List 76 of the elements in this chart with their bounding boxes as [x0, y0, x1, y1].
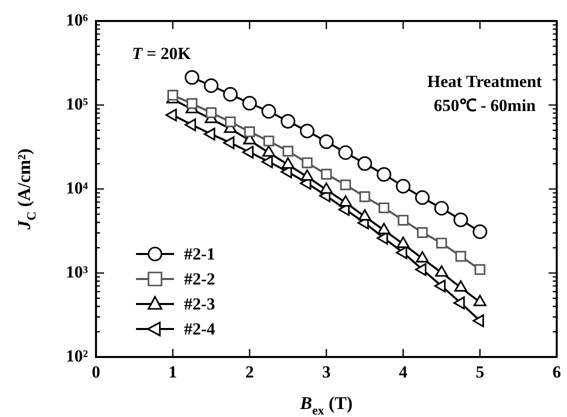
x-tick-label: 0	[92, 362, 100, 382]
point	[302, 157, 313, 168]
point	[206, 107, 217, 118]
point	[204, 78, 218, 93]
point	[339, 195, 352, 207]
point	[280, 114, 296, 129]
annotation: Heat Treatment	[427, 72, 542, 91]
point	[300, 124, 314, 138]
point	[453, 212, 468, 228]
point	[474, 294, 486, 306]
point	[319, 134, 334, 149]
point	[472, 224, 488, 240]
point	[416, 227, 428, 238]
x-tick-label: 6	[552, 362, 561, 382]
y-tick-label: 10⁴	[66, 178, 88, 198]
point	[261, 155, 273, 168]
point	[261, 104, 276, 119]
y-tick-label: 10⁵	[66, 94, 88, 114]
legend-label: #2-3	[184, 294, 216, 314]
y-tick-label: 10⁶	[66, 10, 88, 30]
point	[434, 280, 446, 292]
point	[184, 70, 200, 85]
point	[242, 146, 254, 159]
point	[453, 296, 465, 310]
point	[320, 182, 333, 194]
point	[378, 222, 390, 234]
y-axis-title: JC (A/cm²)	[14, 148, 38, 230]
x-tick-label: 4	[398, 362, 408, 382]
annotation: T = 20K	[132, 44, 192, 63]
y-tick-label: 10²	[66, 346, 88, 366]
point	[415, 263, 426, 276]
point	[224, 116, 236, 128]
legend-label: #2-2	[184, 269, 216, 288]
point	[184, 118, 196, 132]
point	[167, 90, 178, 101]
point	[282, 157, 294, 169]
point	[223, 87, 238, 102]
point	[165, 108, 177, 122]
point	[358, 209, 372, 221]
point	[263, 136, 274, 146]
point	[282, 146, 294, 157]
legend-label: #2-1	[184, 244, 216, 264]
legend-label: #2-4	[184, 319, 216, 338]
point	[434, 200, 449, 216]
point	[376, 167, 392, 182]
point	[223, 136, 234, 150]
point	[300, 169, 314, 181]
point	[244, 126, 255, 138]
point	[204, 128, 216, 141]
point	[340, 179, 351, 190]
x-tick-label: 1	[168, 362, 178, 382]
point	[396, 246, 408, 260]
y-tick-label: 10³	[66, 262, 88, 282]
point	[416, 251, 429, 263]
point	[357, 156, 372, 171]
point	[415, 190, 430, 205]
point	[435, 265, 448, 277]
point	[474, 264, 486, 275]
point	[455, 250, 466, 262]
x-tick-label: 5	[476, 362, 484, 382]
point	[320, 168, 332, 180]
point	[242, 96, 257, 111]
point	[359, 191, 370, 202]
point	[454, 280, 468, 292]
x-tick-label: 3	[322, 362, 331, 382]
point	[398, 214, 409, 226]
annotation: 650℃ - 60min	[434, 96, 536, 115]
point	[436, 238, 447, 248]
point	[186, 98, 198, 109]
point	[396, 178, 410, 194]
point	[396, 236, 410, 248]
point	[472, 314, 484, 328]
point	[262, 145, 276, 157]
point	[378, 202, 390, 214]
point	[338, 145, 353, 160]
x-tick-label: 2	[245, 362, 254, 382]
